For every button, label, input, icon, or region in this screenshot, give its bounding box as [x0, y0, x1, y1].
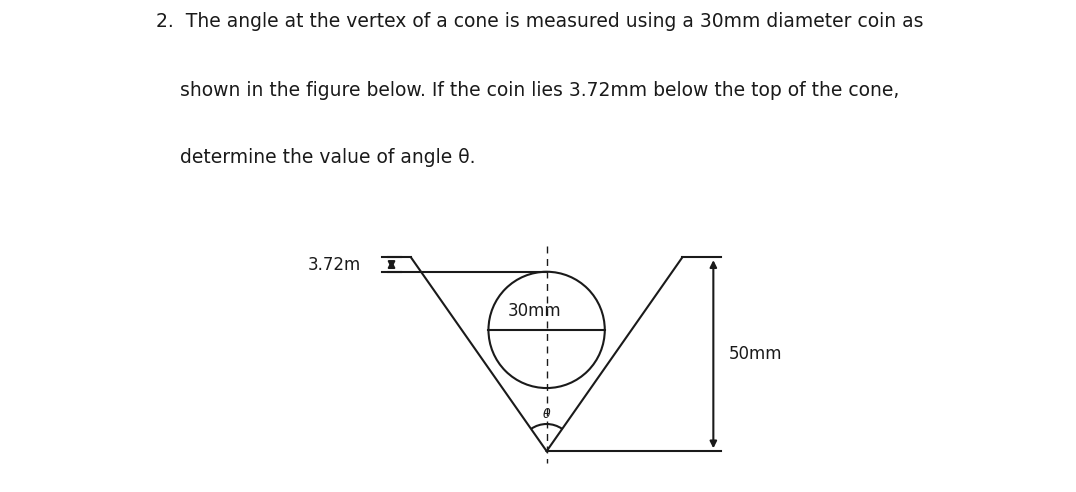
Text: θ: θ	[542, 408, 551, 421]
Text: 3.72m: 3.72m	[308, 255, 360, 274]
Text: 30mm: 30mm	[508, 302, 562, 319]
Text: shown in the figure below. If the coin lies 3.72mm below the top of the cone,: shown in the figure below. If the coin l…	[156, 81, 900, 100]
Text: 50mm: 50mm	[728, 345, 782, 363]
Text: determine the value of angle θ.: determine the value of angle θ.	[156, 148, 476, 167]
Text: 2.  The angle at the vertex of a cone is measured using a 30mm diameter coin as: 2. The angle at the vertex of a cone is …	[156, 12, 923, 31]
